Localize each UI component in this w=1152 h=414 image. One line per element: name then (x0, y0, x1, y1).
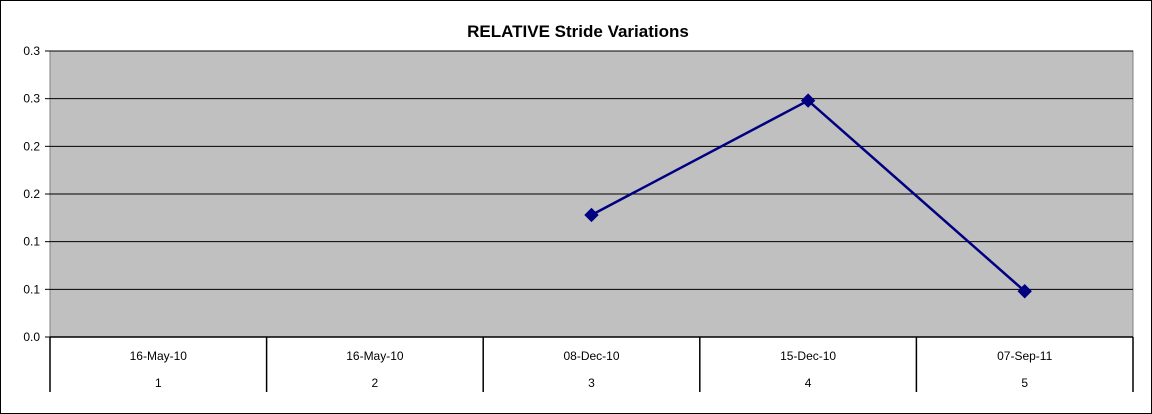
gridlines (50, 50, 1133, 290)
x-category-index-label: 4 (805, 376, 812, 390)
x-category-date-label: 16-May-10 (346, 349, 404, 363)
y-tick-label: 0.1 (23, 282, 40, 296)
data-point-marker (584, 207, 599, 223)
x-category-date-label: 15-Dec-10 (780, 349, 836, 363)
y-axis: 0.3 0.3 0.2 0.2 0.1 0.1 0.0 (23, 44, 50, 344)
series-layer (584, 93, 1032, 299)
x-category-date-label: 07-Sep-11 (997, 349, 1052, 363)
y-tick-label: 0.1 (23, 235, 40, 249)
x-category-date-label: 16-May-10 (130, 349, 188, 363)
x-category-date-label: 08-Dec-10 (563, 349, 619, 363)
y-tick-label: 0.3 (23, 44, 40, 58)
y-tick-label: 0.3 (23, 92, 40, 106)
y-tick-label: 0.0 (23, 330, 40, 344)
x-category-index-label: 2 (372, 376, 379, 390)
x-axis: 16-May-10 1 16-May-10 2 08-Dec-10 3 15-Dec-10 4… (49, 336, 1134, 392)
data-point-marker (800, 93, 816, 108)
x-category-index-label: 5 (1021, 376, 1028, 390)
x-category-index-label: 3 (588, 376, 595, 390)
chart-title: RELATIVE Stride Variations (467, 22, 689, 41)
x-category-index-label: 1 (155, 376, 162, 390)
y-tick-label: 0.2 (23, 187, 40, 201)
data-point-marker (1017, 284, 1032, 299)
y-tick-label: 0.2 (23, 139, 40, 153)
